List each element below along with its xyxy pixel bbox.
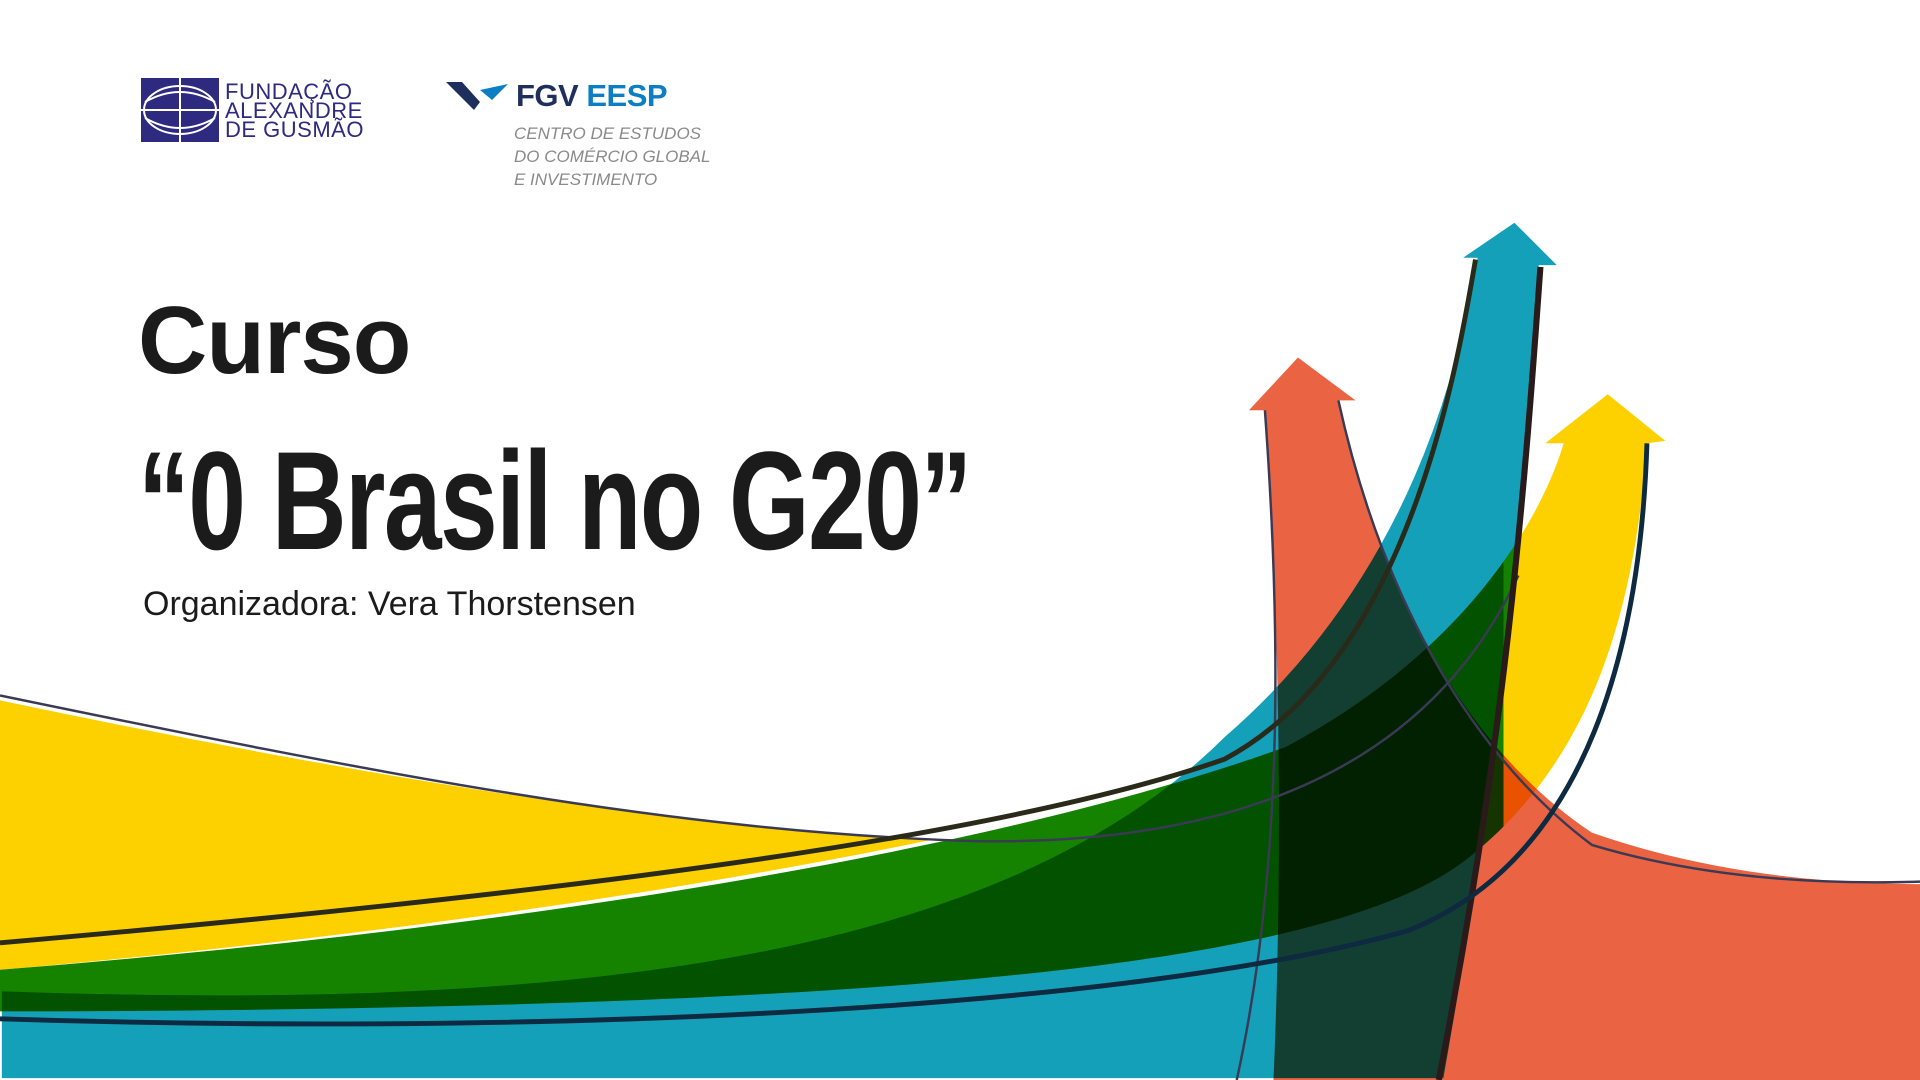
fgv-name: FGV xyxy=(516,78,579,113)
fgv-subtitle-line: CENTRO DE ESTUDOS xyxy=(514,124,702,143)
orange-arrow xyxy=(1248,357,1920,1080)
outline-line xyxy=(0,574,1520,843)
outline-line xyxy=(0,259,1478,946)
fgv-subtitle-line: E INVESTIMENTO xyxy=(514,170,658,189)
globe-icon xyxy=(141,78,219,142)
fgv-unit: EESP xyxy=(586,78,668,113)
outline-line xyxy=(1235,410,1277,1080)
fag-line: FUNDAÇÃO xyxy=(225,78,353,104)
outline-line xyxy=(0,443,1650,1027)
yellow-green-arrow xyxy=(0,394,1666,1012)
organizer: Organizadora: Vera Thorstensen xyxy=(143,585,636,623)
fgv-logo: FGV EESP CENTRO DE ESTUDOS DO COMÉRCIO G… xyxy=(446,78,710,191)
course-title: “0 Brasil no G20” xyxy=(138,422,972,579)
fgv-subtitle-line: DO COMÉRCIO GLOBAL xyxy=(514,147,711,166)
fag-logo: FUNDAÇÃO ALEXANDRE DE GUSMÃO xyxy=(141,78,364,142)
course-label: Curso xyxy=(138,287,411,394)
fag-line: DE GUSMÃO xyxy=(225,116,364,142)
fag-line: ALEXANDRE xyxy=(225,97,363,123)
yellow-wave xyxy=(0,700,931,970)
outline-line xyxy=(1435,266,1544,1080)
outline-line xyxy=(1337,400,1920,884)
fgv-mark-icon xyxy=(446,82,508,110)
